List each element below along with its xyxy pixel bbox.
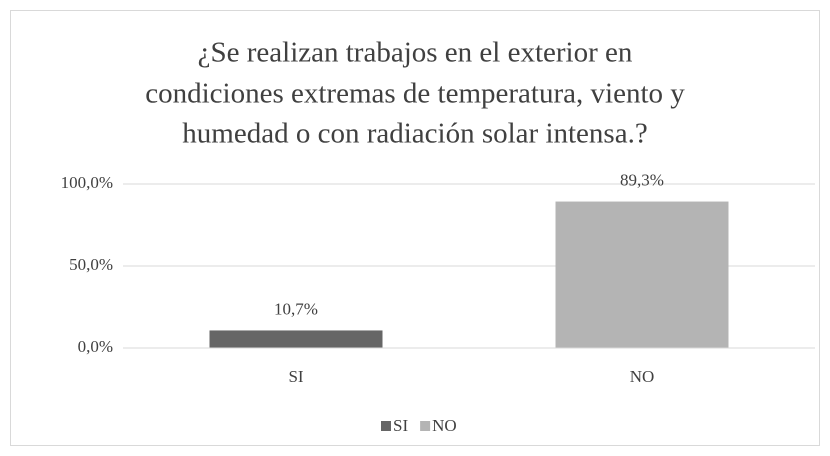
chart-title: humedad o con radiación solar intensa.? [182, 118, 647, 150]
bar [209, 330, 383, 348]
y-tick-label: 50,0% [69, 255, 113, 274]
y-tick-label: 0,0% [78, 337, 113, 356]
chart-title: ¿Se realizan trabajos en el exterior en [198, 37, 633, 69]
chart-title: condiciones extremas de temperatura, vie… [145, 78, 685, 110]
bar [555, 201, 729, 348]
data-label: 89,3% [620, 170, 664, 189]
data-label: 10,7% [274, 299, 318, 318]
legend-label: NO [432, 416, 457, 435]
x-tick-label: NO [630, 367, 655, 386]
x-tick-label: SI [288, 367, 303, 386]
legend-swatch [381, 421, 391, 431]
legend-swatch [420, 421, 431, 431]
y-tick-label: 100,0% [61, 173, 113, 192]
legend-label: SI [393, 416, 408, 435]
